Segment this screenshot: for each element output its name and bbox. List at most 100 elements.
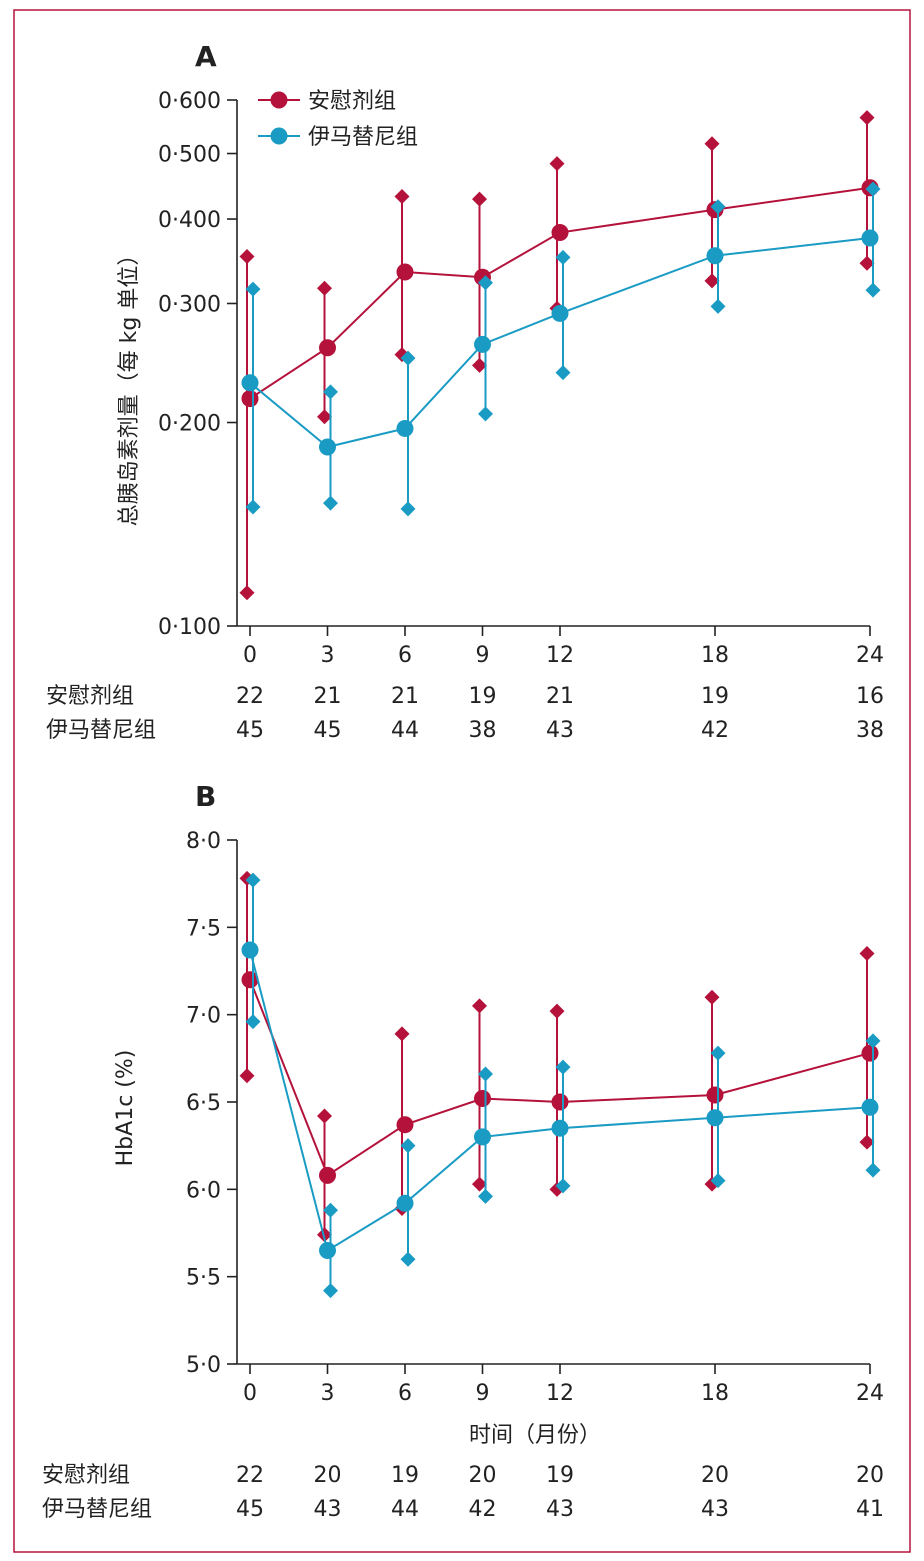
data-point [319, 1241, 336, 1259]
panel-a-ylabel: 总胰岛素剂量（每 kg 单位） [117, 244, 142, 527]
data-point [319, 339, 336, 357]
error-bar-upper-cap [245, 872, 261, 888]
n-value: 21 [314, 684, 342, 709]
series-imatinib [241, 872, 881, 1299]
legend-label: 安慰剂组 [308, 89, 396, 114]
error-bar-upper-cap [704, 989, 720, 1005]
n-value: 44 [391, 1497, 419, 1522]
error-bar-upper-cap [472, 191, 487, 207]
n-value: 41 [856, 1497, 884, 1522]
error-bar-lower-cap [323, 495, 338, 511]
y-tick-label: 6·0 [186, 1178, 221, 1203]
n-value: 20 [314, 1463, 342, 1488]
y-tick-label: 0·200 [158, 412, 221, 437]
data-point [861, 1044, 879, 1062]
error-bar-lower-cap [704, 273, 720, 289]
y-tick-label: 0·500 [158, 143, 221, 168]
n-row-label: 安慰剂组 [42, 1463, 130, 1488]
error-bar-lower-cap [239, 1068, 255, 1084]
error-bar-upper-cap [400, 1138, 416, 1154]
error-bar-lower-cap [400, 501, 416, 517]
data-point [474, 335, 491, 353]
x-tick-label: 24 [856, 643, 884, 668]
error-bar-upper-cap [317, 1108, 332, 1124]
n-row-label: 伊马替尼组 [42, 1497, 152, 1522]
error-bar-lower-cap [478, 1188, 493, 1204]
y-tick-label: 5·0 [186, 1353, 221, 1378]
error-bar-upper-cap [323, 384, 338, 400]
data-point [396, 419, 414, 437]
error-bar-upper-cap [555, 1059, 571, 1075]
error-bar-lower-cap [400, 1251, 416, 1267]
data-point [474, 1128, 491, 1146]
x-tick-label: 24 [856, 1381, 884, 1406]
data-point [551, 1119, 569, 1137]
x-tick-label: 9 [476, 1381, 490, 1406]
n-value: 43 [546, 718, 574, 743]
data-point [861, 229, 879, 247]
error-bar-lower-cap [859, 255, 875, 271]
x-tick-label: 9 [476, 643, 490, 668]
x-tick-label: 6 [398, 643, 412, 668]
x-tick-label: 3 [321, 1381, 335, 1406]
error-bar-upper-cap [865, 1033, 881, 1049]
error-bar-upper-cap [710, 199, 726, 215]
data-point [241, 971, 259, 989]
data-point [551, 304, 569, 322]
x-tick-label: 6 [398, 1381, 412, 1406]
n-value: 42 [469, 1497, 497, 1522]
legend-item: 伊马替尼组 [258, 125, 418, 150]
n-value: 22 [236, 684, 264, 709]
hba1c-label: HbA1c (%) [113, 1050, 138, 1167]
error-bar-upper-cap [394, 188, 410, 204]
error-bar-lower-cap [239, 585, 255, 601]
y-tick-label: 0·100 [158, 615, 221, 640]
error-bar-upper-cap [239, 249, 255, 265]
error-bar-lower-cap [710, 298, 726, 314]
n-value: 43 [701, 1497, 729, 1522]
error-bar-lower-cap [859, 1134, 875, 1150]
x-tick-label: 0 [243, 1381, 257, 1406]
error-bar-upper-cap [394, 1026, 410, 1042]
panel-b-plot: 5·0 5·5 6·0 6·5 7·0 7·5 8·0 0 3 6 9 12 18 24 安慰剂组 22 20 1… [42, 829, 884, 1522]
series-line [249, 186, 871, 400]
data-point [706, 1086, 724, 1104]
y-tick-label: 0·400 [158, 208, 221, 233]
error-bar-lower-cap [555, 1178, 571, 1194]
panel-b-ylabel: HbA1c (%) [113, 1050, 138, 1167]
error-bar-lower-cap [317, 409, 332, 425]
n-value: 38 [856, 718, 884, 743]
error-bar-lower-cap [472, 357, 487, 373]
figure-frame [13, 9, 911, 1553]
n-value: 45 [236, 718, 264, 743]
data-point [241, 941, 259, 959]
n-value: 44 [391, 718, 419, 743]
error-bar-lower-cap [323, 1283, 338, 1299]
legend-item: 安慰剂组 [258, 89, 396, 114]
error-bar-upper-cap [323, 1202, 338, 1218]
error-bar-upper-cap [478, 275, 493, 291]
panel-b-label: B [195, 780, 216, 813]
n-value: 19 [701, 684, 729, 709]
data-point [319, 1166, 336, 1184]
series-placebo [239, 110, 879, 601]
series-line [249, 236, 871, 449]
x-tick-label: 18 [701, 643, 729, 668]
x-tick-label: 18 [701, 1381, 729, 1406]
n-value: 21 [546, 684, 574, 709]
n-row-label: 安慰剂组 [46, 684, 134, 709]
data-point [861, 1098, 879, 1116]
error-bar-upper-cap [865, 181, 881, 197]
error-bar-lower-cap [245, 1014, 261, 1030]
data-point [551, 1093, 569, 1111]
n-value: 19 [391, 1463, 419, 1488]
data-point [396, 1116, 414, 1134]
error-bar-upper-cap [859, 110, 875, 126]
n-value: 22 [236, 1463, 264, 1488]
data-point [319, 438, 336, 456]
error-bar-upper-cap [472, 998, 487, 1014]
error-bar-upper-cap [245, 281, 261, 297]
